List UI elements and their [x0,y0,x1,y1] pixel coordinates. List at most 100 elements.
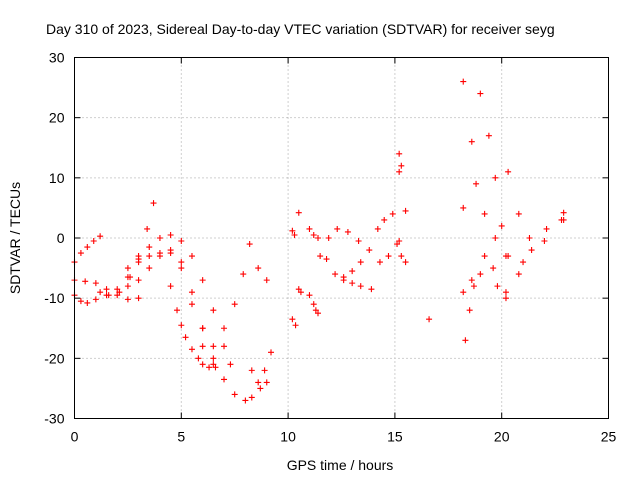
data-point [492,235,499,241]
data-point [97,233,104,240]
series-arc-16 [306,225,322,241]
series-arc-6 [124,247,206,350]
data-point [520,259,527,266]
data-point [402,259,409,266]
data-point [178,322,185,329]
data-point [268,349,275,356]
data-point [477,271,484,278]
data-point [124,283,131,290]
data-point [188,301,195,308]
data-point [505,168,512,175]
data-point [188,253,195,260]
data-point [124,265,131,272]
series-arc-3 [71,277,142,303]
series-arc-10 [248,349,275,386]
series-arc-9 [210,241,270,350]
data-point [240,271,247,278]
tick-labels: 0 5 10 15 20 25 -30 -20 -10 0 10 20 30 [44,50,616,445]
series-arc-18 [323,256,364,281]
data-point [90,238,97,245]
data-point [291,231,298,238]
data-point [246,241,253,248]
data-point [156,253,163,260]
data-point [543,225,550,232]
grid [74,57,609,419]
data-point [494,283,501,290]
data-point [188,346,195,353]
series-arc-21 [396,150,405,169]
data-point [92,280,99,287]
y-tick-label: -10 [44,290,64,306]
data-point [468,138,475,145]
data-point [150,200,157,207]
data-point [381,216,388,223]
data-point [92,296,99,303]
data-point [77,250,84,257]
data-point [199,277,206,284]
data-point [357,259,364,266]
data-point [97,289,104,296]
data-point [560,216,567,223]
data-point [84,299,91,306]
x-tick-label: 5 [177,429,185,445]
data-point [502,295,509,302]
data-point [210,343,217,350]
data-point [325,235,332,241]
chart-title: Day 310 of 2023, Sidereal Day-to-day VTE… [46,21,555,37]
y-tick-label: 0 [57,230,65,246]
data-point [426,316,433,323]
data-point [526,235,533,241]
data-point [515,271,522,278]
data-point [105,292,112,299]
series-arc-2 [71,200,157,306]
series-arc-34 [560,209,567,216]
data-point [210,355,217,362]
data-point [199,343,206,350]
data-point [289,316,296,323]
data-points [71,78,567,404]
data-point [261,367,268,374]
data-point [394,241,401,248]
data-point [124,296,131,303]
series-arc-14 [295,286,304,296]
data-point [116,289,123,296]
data-point [263,379,270,386]
plot-frame [74,57,609,419]
data-point [460,78,467,85]
data-point [462,337,469,344]
data-point [374,225,381,232]
data-point [231,391,238,398]
series-arc-11 [289,227,298,238]
series-arc-13 [289,316,299,329]
data-point [212,364,219,371]
series-arc-17 [317,225,401,266]
data-point [206,364,213,371]
series-arc-25 [426,316,433,323]
data-point [257,385,264,392]
data-point [306,292,313,299]
data-point [135,277,142,284]
data-point [541,238,548,245]
y-tick-label: -20 [44,350,64,366]
data-point [515,210,522,217]
data-point [146,244,153,251]
series-arc-27 [460,78,467,85]
data-point [248,394,255,401]
x-tick-label: 20 [494,429,510,445]
series-arc-15 [306,292,322,317]
data-point [402,207,409,214]
data-point [292,322,299,329]
data-point [477,90,484,97]
x-tick-label: 10 [280,429,296,445]
data-point [398,162,405,169]
data-point [315,235,322,241]
data-point [227,361,234,368]
data-point [528,247,535,254]
data-point [396,168,403,175]
data-point [135,259,142,266]
data-point [368,286,375,293]
data-point [295,286,302,293]
data-point [146,265,153,272]
data-point [306,225,313,232]
data-point [77,298,84,305]
